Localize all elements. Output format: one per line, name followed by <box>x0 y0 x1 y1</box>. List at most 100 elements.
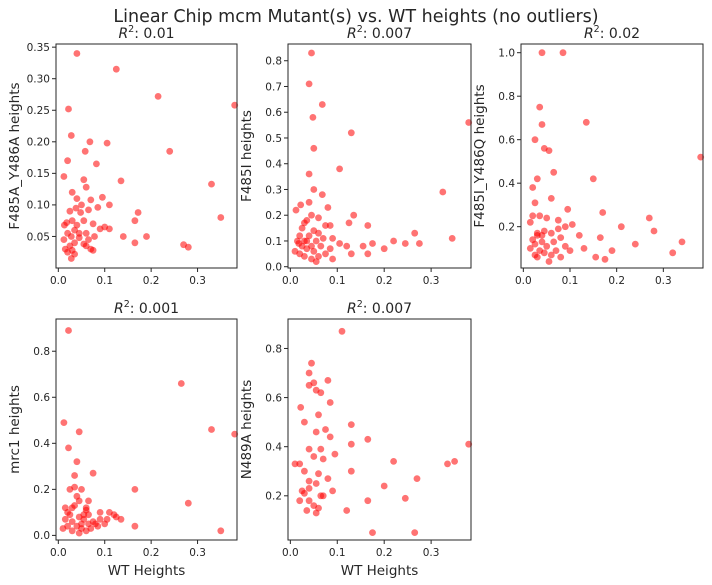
data-point <box>533 253 541 261</box>
data-point <box>85 511 92 519</box>
data-point <box>94 204 102 211</box>
x-tick-label: 0.2 <box>608 275 625 287</box>
data-point <box>326 222 334 229</box>
data-points <box>526 49 705 265</box>
data-point <box>67 255 75 262</box>
data-point <box>131 217 139 225</box>
data-point <box>380 245 388 253</box>
data-point <box>231 101 239 109</box>
data-point <box>134 209 142 216</box>
data-point <box>364 435 372 443</box>
data-point <box>73 50 81 57</box>
data-point <box>554 216 562 224</box>
data-point <box>96 515 104 523</box>
superscript-2: 2 <box>594 24 600 35</box>
data-point <box>86 138 94 146</box>
r-symbol: R <box>347 26 357 42</box>
r-squared-value: : 0.02 <box>600 26 640 42</box>
scatter-panel-3: 0.0 0.1 0.2 0.3 0.2 0.4 0.6 0.8 1.0 R2: 0.02 F485I… <box>472 24 705 287</box>
y-tick-label: 0.0 <box>265 262 282 274</box>
data-point <box>82 504 90 512</box>
data-point <box>75 428 83 436</box>
r-squared-value: : 0.001 <box>130 301 179 317</box>
data-point <box>529 184 537 191</box>
data-point <box>336 240 343 247</box>
data-point <box>319 235 327 242</box>
data-point <box>80 511 88 519</box>
data-point <box>329 235 336 242</box>
data-point <box>564 205 572 213</box>
data-point <box>85 236 92 244</box>
data-point <box>547 229 555 237</box>
data-point <box>326 433 334 441</box>
subplot-title: R2: 0.01 <box>118 24 174 42</box>
data-point <box>305 232 313 240</box>
data-point <box>60 236 68 244</box>
data-point <box>343 242 351 250</box>
data-point <box>106 225 113 233</box>
data-point <box>324 377 332 384</box>
data-point <box>550 168 558 176</box>
data-point <box>645 214 653 222</box>
x-tick-label: 0.1 <box>329 547 346 559</box>
data-point <box>543 214 551 222</box>
y-tick-label: 0.8 <box>265 56 282 68</box>
data-point <box>309 114 317 121</box>
data-point <box>617 223 625 231</box>
data-point <box>582 118 590 126</box>
data-point <box>71 483 78 491</box>
data-point <box>78 201 85 209</box>
data-point <box>301 467 308 475</box>
data-point <box>87 196 95 204</box>
data-point <box>317 389 325 397</box>
data-point <box>103 515 111 523</box>
data-point <box>66 207 74 215</box>
data-point <box>364 497 372 505</box>
subplots: 0.0 0.1 0.2 0.3 0.05 0.10 0.15 0.20 0.25 0.30 0.35… <box>7 24 705 579</box>
x-tick-label: 0.0 <box>282 547 299 559</box>
data-point <box>296 232 304 240</box>
r-symbol: R <box>114 301 124 317</box>
data-point <box>669 249 677 257</box>
r-squared-value: : 0.007 <box>363 26 412 42</box>
x-axis-label: WT Heights <box>108 563 186 579</box>
superscript-2: 2 <box>357 299 363 310</box>
data-point <box>305 80 313 88</box>
data-point <box>82 527 90 535</box>
data-point <box>312 480 320 487</box>
data-point <box>324 475 332 482</box>
data-point <box>75 229 83 237</box>
data-point <box>82 183 90 191</box>
data-point <box>401 240 409 247</box>
data-point <box>60 419 68 426</box>
data-point <box>322 250 329 258</box>
data-point <box>312 237 320 245</box>
y-tick-label: 0.4 <box>33 438 50 450</box>
data-point <box>545 147 553 155</box>
data-point <box>568 221 576 228</box>
data-point <box>411 529 419 536</box>
data-point <box>177 380 185 387</box>
x-tick-label: 0.0 <box>515 275 532 287</box>
data-point <box>291 460 299 468</box>
y-axis-label: mrc1 heights <box>7 385 23 474</box>
r-symbol: R <box>347 301 357 317</box>
x-tick-label: 0.1 <box>96 547 113 559</box>
y-tick-label: 0.4 <box>498 178 515 190</box>
y-tick-label: 0.15 <box>27 168 50 180</box>
data-point <box>61 221 68 229</box>
data-point <box>315 214 322 222</box>
data-point <box>310 144 318 152</box>
data-point <box>369 529 376 536</box>
data-point <box>451 458 458 465</box>
data-points <box>291 327 473 536</box>
data-point <box>89 246 97 254</box>
data-point <box>77 209 84 216</box>
data-point <box>68 504 76 512</box>
x-tick-label: 0.1 <box>329 275 346 287</box>
data-point <box>308 49 315 57</box>
x-tick-label: 0.3 <box>423 547 440 559</box>
data-point <box>329 255 336 263</box>
plot-frame <box>287 43 472 269</box>
data-point <box>650 227 658 235</box>
